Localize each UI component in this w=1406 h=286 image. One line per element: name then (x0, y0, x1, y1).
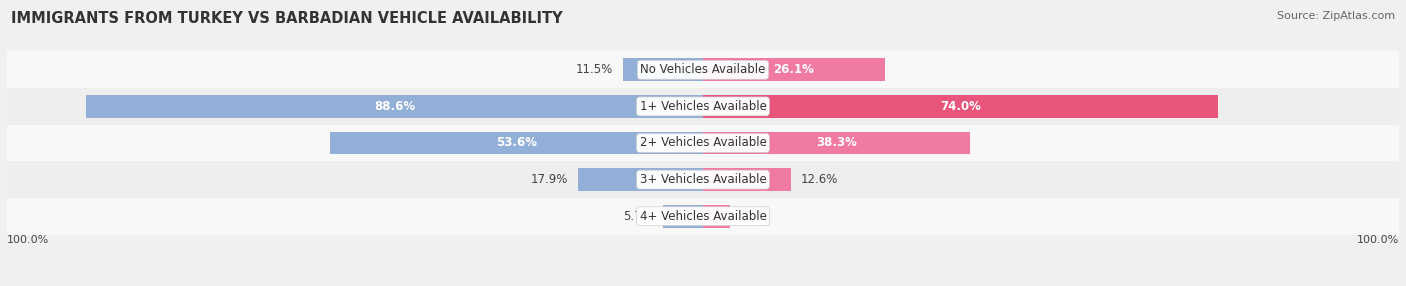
Text: 3+ Vehicles Available: 3+ Vehicles Available (640, 173, 766, 186)
Text: 74.0%: 74.0% (941, 100, 981, 113)
Bar (664, 205, 703, 228)
Text: 3.9%: 3.9% (741, 210, 770, 223)
Bar (7, 125, 1399, 161)
Bar (7, 88, 1399, 125)
Bar (703, 95, 1218, 118)
Text: 53.6%: 53.6% (496, 136, 537, 150)
Bar (7, 198, 1399, 235)
Text: 38.3%: 38.3% (815, 136, 856, 150)
Text: 5.7%: 5.7% (623, 210, 652, 223)
Text: 2+ Vehicles Available: 2+ Vehicles Available (640, 136, 766, 150)
Text: 11.5%: 11.5% (575, 63, 613, 76)
Text: 100.0%: 100.0% (1357, 235, 1399, 245)
Text: 100.0%: 100.0% (7, 235, 49, 245)
Bar (623, 58, 703, 81)
Text: IMMIGRANTS FROM TURKEY VS BARBADIAN VEHICLE AVAILABILITY: IMMIGRANTS FROM TURKEY VS BARBADIAN VEHI… (11, 11, 562, 26)
Bar (86, 95, 703, 118)
Bar (703, 58, 884, 81)
Text: 26.1%: 26.1% (773, 63, 814, 76)
Bar (578, 168, 703, 191)
Bar (703, 205, 730, 228)
Text: 88.6%: 88.6% (374, 100, 415, 113)
Text: 17.9%: 17.9% (530, 173, 568, 186)
Bar (330, 132, 703, 154)
Text: No Vehicles Available: No Vehicles Available (640, 63, 766, 76)
Bar (7, 51, 1399, 88)
Text: 1+ Vehicles Available: 1+ Vehicles Available (640, 100, 766, 113)
Text: 4+ Vehicles Available: 4+ Vehicles Available (640, 210, 766, 223)
Bar (703, 132, 970, 154)
Bar (703, 168, 790, 191)
Text: Source: ZipAtlas.com: Source: ZipAtlas.com (1277, 11, 1395, 21)
Text: 12.6%: 12.6% (801, 173, 838, 186)
Bar (7, 161, 1399, 198)
